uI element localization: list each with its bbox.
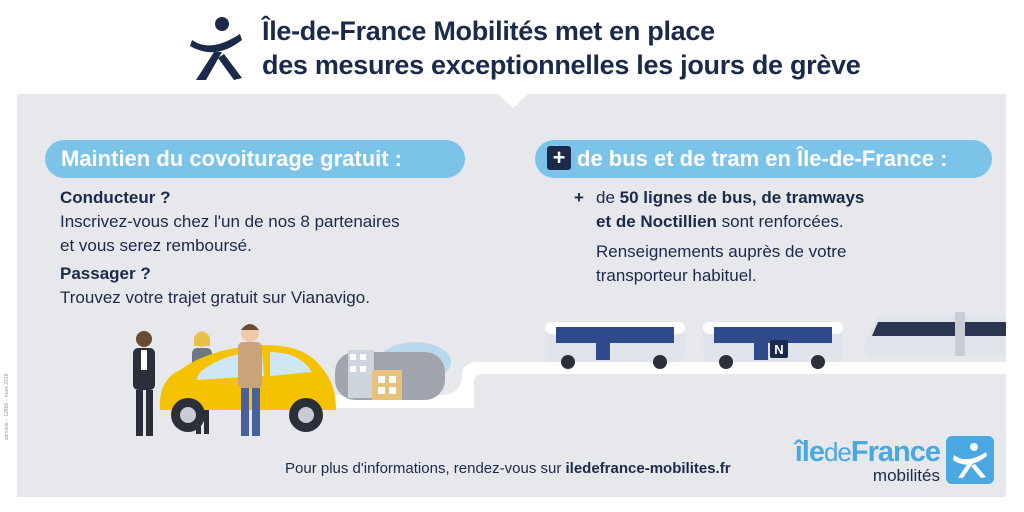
conducteur-block: Conducteur ? Inscrivez-vous chez l'un de…: [60, 186, 480, 258]
passager-text: Trouvez votre trajet gratuit sur Vianavi…: [60, 288, 370, 307]
conducteur-text-2: et vous serez remboursé.: [60, 236, 252, 255]
footer-pre: Pour plus d'informations, rendez-vous su…: [285, 460, 566, 477]
noctilien-badge-label: N: [774, 342, 783, 357]
lines-bold-2: et de Noctillien: [596, 212, 717, 231]
renseignements-line-2: transporteur habituel.: [596, 266, 757, 285]
conducteur-title: Conducteur ?: [60, 188, 171, 207]
title-line-2: des mesures exceptionnelles les jours de…: [262, 50, 861, 80]
bus-illustration-1: [545, 322, 685, 369]
bus-tram-heading-label: de bus et de tram en Île-de-France :: [577, 146, 948, 171]
bus-tram-heading: + de bus et de tram en Île-de-France :: [535, 140, 992, 178]
lines-post: sont renforcées.: [716, 212, 844, 231]
person-conducteur: [133, 331, 155, 436]
plus-bullet: +: [574, 188, 584, 207]
renseignements-block: Renseignements auprès de votre transport…: [596, 240, 936, 288]
header: Île-de-France Mobilités met en place des…: [0, 0, 1024, 94]
idfm-square-logo-icon: [946, 436, 994, 484]
lines-bold-1: 50 lignes de bus, de tramways: [619, 188, 865, 207]
lines-pre: de: [596, 188, 620, 207]
road: [325, 362, 1006, 408]
page-title: Île-de-France Mobilités met en place des…: [262, 14, 1002, 82]
tram-illustration: [862, 312, 1006, 356]
plus-icon: +: [547, 146, 571, 171]
noctilien-badge-icon: [770, 340, 788, 358]
covoiturage-heading: Maintien du covoiturage gratuit :: [45, 140, 465, 178]
panel-notch: [498, 94, 528, 108]
brand-subtitle: mobilités: [872, 466, 940, 485]
town-illustration: [335, 342, 451, 400]
bus-illustration-2: N: [703, 322, 843, 369]
passager-block: Passager ? Trouvez votre trajet gratuit …: [60, 262, 480, 310]
idfm-figure-logo-icon: [190, 17, 242, 80]
conducteur-text-1: Inscrivez-vous chez l'un de nos 8 parten…: [60, 212, 400, 231]
passager-title: Passager ?: [60, 264, 151, 283]
person-standing-man: [238, 324, 262, 436]
title-line-1: Île-de-France Mobilités met en place: [262, 16, 715, 46]
renseignements-line-1: Renseignements auprès de votre: [596, 242, 847, 261]
brand-name: îledeFrance: [794, 436, 941, 468]
footer-link[interactable]: iledefrance-mobilites.fr: [565, 460, 731, 477]
print-credit: semnoe – 12885 – mars 2018: [4, 373, 10, 440]
footer-text: Pour plus d'informations, rendez-vous su…: [285, 460, 731, 477]
brand-logo: îledeFrance mobilités: [760, 436, 1000, 496]
